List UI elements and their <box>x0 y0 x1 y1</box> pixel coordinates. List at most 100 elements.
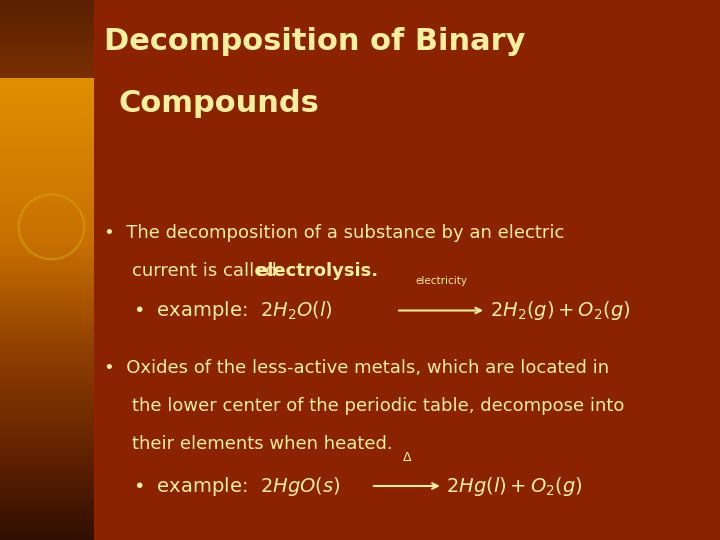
Bar <box>0 238 94 240</box>
Bar <box>0 8 94 11</box>
Bar <box>0 256 94 259</box>
Bar <box>0 211 94 213</box>
Bar <box>0 297 94 300</box>
Bar <box>0 459 94 462</box>
Bar <box>0 408 94 410</box>
Text: Compounds: Compounds <box>119 89 320 118</box>
Bar <box>0 89 94 92</box>
Bar <box>0 240 94 243</box>
Bar <box>0 535 94 537</box>
Text: $2Hg(l) + O_2(g)$: $2Hg(l) + O_2(g)$ <box>446 475 583 497</box>
Bar <box>0 73 94 76</box>
Text: $2H_2(g) + O_2(g)$: $2H_2(g) + O_2(g)$ <box>490 299 630 322</box>
Bar <box>0 456 94 459</box>
Bar <box>0 278 94 281</box>
Bar <box>0 111 94 113</box>
Bar <box>0 429 94 432</box>
Bar <box>0 130 94 132</box>
Bar <box>0 105 94 108</box>
Bar <box>0 518 94 521</box>
Bar <box>0 51 94 54</box>
Bar <box>0 443 94 445</box>
Bar <box>0 448 94 451</box>
Bar <box>0 394 94 397</box>
Bar <box>0 24 94 27</box>
Text: electrolysis.: electrolysis. <box>256 262 379 280</box>
Bar <box>0 184 94 186</box>
Bar <box>0 383 94 386</box>
Bar <box>0 397 94 400</box>
Bar <box>0 440 94 443</box>
Bar <box>0 135 94 138</box>
Bar <box>0 119 94 122</box>
Bar <box>0 481 94 483</box>
Bar <box>0 54 94 57</box>
Bar <box>0 224 94 227</box>
Bar <box>0 30 94 32</box>
Bar <box>0 267 94 270</box>
Bar <box>0 464 94 467</box>
Bar <box>0 43 94 46</box>
Bar <box>0 486 94 489</box>
Bar <box>0 19 94 22</box>
Bar <box>0 470 94 472</box>
Bar <box>0 86 94 89</box>
Bar <box>0 375 94 378</box>
Bar <box>0 537 94 540</box>
Bar <box>0 262 94 265</box>
Bar <box>0 270 94 273</box>
Bar <box>0 254 94 256</box>
Bar <box>0 310 94 313</box>
Bar <box>0 351 94 354</box>
Bar <box>0 178 94 181</box>
Bar <box>0 81 94 84</box>
Bar <box>0 513 94 516</box>
Bar <box>0 305 94 308</box>
Text: •  Oxides of the less-active metals, which are located in: • Oxides of the less-active metals, whic… <box>104 359 610 377</box>
Bar <box>0 389 94 392</box>
Bar <box>0 435 94 437</box>
Bar <box>0 421 94 424</box>
Bar <box>0 508 94 510</box>
Bar <box>0 265 94 267</box>
Bar <box>0 521 94 524</box>
Bar <box>0 35 94 38</box>
Bar <box>0 413 94 416</box>
Bar <box>0 14 94 16</box>
Bar <box>0 510 94 513</box>
Bar <box>0 373 94 375</box>
Bar <box>0 5 94 8</box>
Bar <box>0 346 94 348</box>
Bar <box>0 491 94 494</box>
Bar <box>0 219 94 221</box>
Bar <box>0 103 94 105</box>
Bar <box>0 57 94 59</box>
Bar <box>0 343 94 346</box>
Bar <box>0 516 94 518</box>
Bar <box>0 526 94 529</box>
Bar <box>0 167 94 170</box>
Bar <box>0 165 94 167</box>
Bar <box>0 273 94 275</box>
Bar <box>0 108 94 111</box>
Bar <box>0 162 94 165</box>
Bar <box>0 46 94 49</box>
Bar <box>0 157 94 159</box>
Bar <box>0 340 94 343</box>
Bar <box>0 451 94 454</box>
Bar <box>0 181 94 184</box>
Bar <box>0 3 94 5</box>
Bar <box>0 500 94 502</box>
Bar <box>0 359 94 362</box>
Bar <box>0 208 94 211</box>
Bar <box>0 127 94 130</box>
Bar <box>0 424 94 427</box>
Bar <box>0 173 94 176</box>
Text: Δ: Δ <box>402 451 411 464</box>
Bar <box>0 243 94 246</box>
Bar <box>0 467 94 470</box>
Bar <box>0 462 94 464</box>
Bar <box>0 0 94 3</box>
Bar <box>0 59 94 62</box>
Bar <box>0 432 94 435</box>
